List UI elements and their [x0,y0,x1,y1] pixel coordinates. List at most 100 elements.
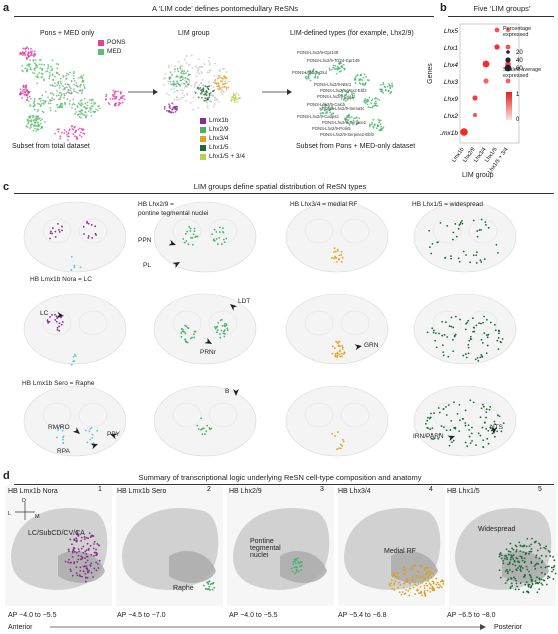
cell-dot [209,583,212,586]
cell-dot [540,578,543,581]
umap3-type-5 [319,103,335,115]
dot [505,27,511,33]
cell-dot [464,353,467,355]
umap2-lhx29 [168,67,191,88]
cell-dot [480,218,483,221]
cell-dot [430,412,432,415]
cell-dot [427,580,430,583]
cell-dot [540,561,543,564]
cell-dot [394,580,397,583]
cell-dot [84,572,87,575]
cell-dot [483,405,485,408]
cell-dot [439,584,442,587]
cell-dot [450,325,453,328]
cell-dot [86,441,89,444]
cell-dot [61,225,63,228]
cell-dot [499,340,502,343]
cell-dot [502,562,505,565]
cell-dot [189,227,192,230]
cell-dot [337,342,339,345]
cell-dot [427,427,429,430]
cell-dot [56,329,59,331]
cell-dot [71,574,74,577]
cell-dot [424,595,427,597]
cell-dot [538,578,541,581]
scaled-title: Scaled average expressed [503,67,542,79]
lbl-rmro: RM/RO [48,424,70,431]
cell-dot [81,575,83,578]
umap2-background [162,54,230,111]
cell-dot [519,555,522,558]
cell-dot [500,554,503,557]
cell-dot [95,569,98,572]
cell-dot [509,550,512,553]
cell-dot [54,313,56,316]
cell-dot [475,254,478,257]
cell-dot [95,548,97,551]
cell-dot [504,554,507,557]
cell-dot [523,574,526,577]
cell-dot [497,251,499,254]
cell-dot [216,243,219,245]
col4-note: Medial RF [384,548,416,555]
slice-outline [413,293,517,365]
cell-dot [338,254,341,257]
cell-dot [226,329,229,332]
cell-dot [49,316,52,318]
cell-dot [427,416,429,419]
legend-label-lmx1b: Lmx1b [209,117,229,124]
cell-dot [334,435,336,437]
cell-dot [496,339,499,342]
cell-dot [80,547,83,550]
umap1-pons-1 [104,89,126,107]
cell-dot [431,580,434,583]
cell-dot [430,572,433,574]
type-label: PONS-Lhx2/9-Vsx2-Ebf2 [320,88,367,93]
pct-legend-label: 60 [516,66,523,72]
cell-dot [464,409,467,412]
lhx29-type-labels: PONS-Lhx2/9-Gpr149 PONS-Lhx2/9-Tcf24-Gpr1… [292,40,432,140]
cell-dot [510,577,512,579]
cell-dot [489,405,492,408]
cell-dot [468,339,471,342]
cell-dot [450,255,452,258]
cell-dot [294,572,296,575]
cell-dot [338,258,340,261]
cell-dot [506,572,509,574]
cell-dot [516,560,519,563]
cell-dot [499,576,502,579]
cell-dot [423,587,426,590]
cell-dot [88,430,91,433]
cell-dot [340,443,342,446]
cell-dot [458,260,461,263]
cell-dot [336,248,339,251]
gene-label: Lhx5 [444,28,458,35]
cell-dot [408,594,411,597]
cell-dot [515,557,518,559]
cell-dot [502,559,505,562]
slice-inner-right [340,402,370,428]
cell-dot [88,570,90,572]
cell-dot [52,227,54,230]
brain-slice [23,201,127,273]
cell-dot [340,355,343,358]
cell-dot [90,223,93,226]
cell-dot [190,236,192,239]
cell-dot [504,557,506,560]
cell-dot [521,545,524,548]
cell-dot [220,243,223,246]
panel-d-title: Summary of transcriptional logic underly… [138,473,422,482]
cell-dot [487,226,490,229]
cell-dot [215,326,218,329]
lbl-lhx29b: pontine tegmental nuclei [138,210,209,217]
cell-dot [391,587,394,590]
cell-dot [208,427,211,429]
cell-dot [432,438,435,440]
cell-dot [488,408,491,411]
cell-dot [483,332,486,334]
slice-inner-left [304,218,334,244]
cell-dot [196,424,199,427]
cell-dot [452,338,454,341]
colorbar [506,92,512,120]
type-label: PONS-Lhx2/9-Ntsr1 [314,82,352,87]
